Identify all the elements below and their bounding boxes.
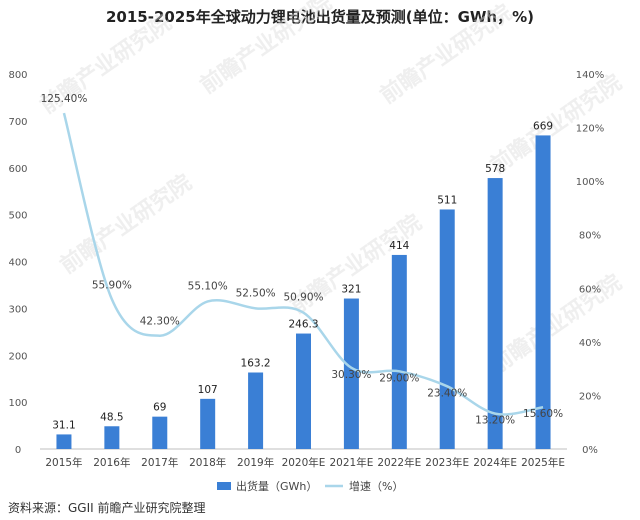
- y-left-tick-label: 600: [8, 164, 27, 175]
- y-right-tick-label: 0%: [582, 445, 598, 456]
- line-value-label: 125.40%: [41, 93, 88, 105]
- x-tick-label: 2020年E: [282, 456, 326, 469]
- watermark-3: 前瞻产业研究院: [55, 169, 196, 279]
- bar-value-label: 511: [437, 194, 457, 206]
- y-right-tick-label: 80%: [579, 231, 601, 242]
- x-tick-label: 2021年E: [329, 456, 373, 469]
- bar-value-label: 107: [198, 384, 218, 396]
- legend-line-label: 增速（%）: [349, 479, 403, 493]
- y-left-tick-label: 800: [8, 70, 27, 81]
- growth-line: [62, 112, 544, 416]
- bar: [439, 209, 455, 449]
- bar-value-label: 321: [341, 284, 361, 296]
- line-value-label: 30.30%: [331, 369, 371, 381]
- x-tick-label: 2018年: [189, 456, 226, 469]
- bar-value-label: 578: [485, 163, 505, 175]
- y-left-tick-label: 700: [8, 117, 27, 128]
- bar: [535, 135, 551, 449]
- bar-value-label: 246.3: [288, 319, 318, 331]
- line-value-label: 15.60%: [523, 408, 563, 420]
- bar-value-label: 48.5: [100, 411, 123, 423]
- y-right-tick-label: 60%: [579, 284, 601, 295]
- x-tick-label: 2016年: [93, 456, 130, 469]
- bar: [296, 333, 311, 449]
- x-tick-label: 2023年E: [425, 456, 469, 469]
- y-right-tick-label: 100%: [576, 177, 605, 188]
- y-left-tick-label: 0: [15, 445, 21, 456]
- line-value-label: 55.90%: [92, 279, 132, 291]
- line-value-label: 42.30%: [140, 316, 180, 328]
- bar: [248, 372, 264, 449]
- legend-bar-label: 出货量（GWh）: [236, 479, 317, 493]
- chart-title: 2015-2025年全球动力锂电池出货量及预测(单位：GWh，%): [106, 8, 534, 26]
- y-left-tick-label: 200: [8, 351, 27, 362]
- x-tick-label: 2019年: [237, 456, 274, 469]
- bar-value-label: 31.1: [52, 419, 75, 431]
- x-tick-label: 2025年E: [521, 456, 565, 469]
- watermark-2: 前瞻产业研究院: [375, 0, 516, 109]
- y-left-tick-label: 300: [8, 304, 27, 315]
- bar-value-label: 669: [533, 120, 553, 132]
- y-left-tick-label: 400: [8, 258, 27, 269]
- source-note: 资料来源：GGII 前瞻产业研究院整理: [8, 501, 206, 515]
- watermark-6: 前瞻产业研究院: [485, 269, 626, 379]
- y-left-tick-label: 100: [8, 398, 27, 409]
- line-value-label: 50.90%: [283, 292, 323, 304]
- line-value-label: 29.00%: [379, 372, 419, 384]
- line-value-label: 55.10%: [188, 280, 228, 292]
- watermark-5: 前瞻产业研究院: [485, 69, 626, 179]
- bar: [391, 254, 407, 449]
- y-right-tick-label: 40%: [579, 338, 601, 349]
- bar: [104, 426, 120, 449]
- bar-value-label: 163.2: [241, 358, 271, 370]
- bar: [487, 178, 503, 449]
- bar: [56, 434, 72, 449]
- x-tick-label: 2015年: [45, 456, 82, 469]
- line-value-label: 52.50%: [236, 287, 276, 299]
- line-value-label: 23.40%: [427, 387, 467, 399]
- x-tick-label: 2024年E: [473, 456, 517, 469]
- x-tick-label: 2017年: [141, 456, 178, 469]
- legend-bar-swatch: [217, 482, 231, 490]
- bar: [152, 416, 168, 449]
- watermark-1: 前瞻产业研究院: [195, 0, 336, 99]
- bar-value-label: 414: [389, 240, 409, 252]
- y-right-tick-label: 140%: [576, 70, 605, 81]
- y-right-tick-label: 120%: [576, 124, 605, 135]
- x-tick-label: 2022年E: [377, 456, 421, 469]
- line-value-label: 13.20%: [475, 415, 515, 427]
- bar-value-label: 69: [153, 402, 166, 414]
- bar: [200, 398, 216, 449]
- bar: [343, 298, 359, 449]
- y-right-tick-label: 20%: [579, 391, 601, 402]
- y-left-tick-label: 500: [8, 211, 27, 222]
